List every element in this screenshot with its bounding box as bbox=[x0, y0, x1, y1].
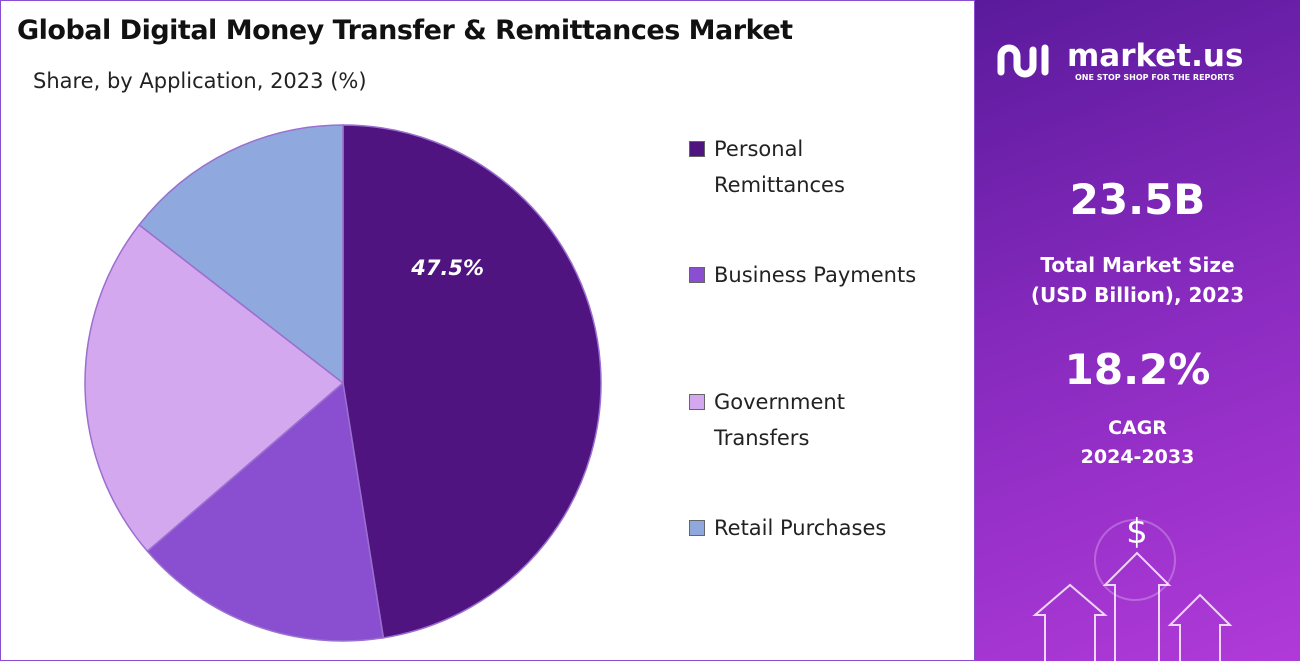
legend-swatch bbox=[689, 394, 705, 410]
cagr-period: 2024-2033 bbox=[1080, 446, 1195, 468]
legend-item: Personal Remittances bbox=[689, 131, 874, 203]
legend-label: Retail Purchases bbox=[714, 516, 887, 540]
legend-label: Business Payments bbox=[714, 263, 917, 287]
chart-subtitle: Share, by Application, 2023 (%) bbox=[33, 69, 367, 93]
arrows-decoration bbox=[1032, 519, 1233, 661]
chart-title: Global Digital Money Transfer & Remittan… bbox=[17, 15, 793, 46]
chart-area: Global Digital Money Transfer & Remittan… bbox=[0, 0, 975, 661]
pie-slice bbox=[138, 124, 344, 385]
market-size: 23.5B bbox=[1069, 175, 1206, 224]
info-panel: $ market.us ONE STOP SHOP FOR THE REPORT… bbox=[975, 0, 1300, 661]
legend-item: Government Transfers bbox=[689, 384, 874, 456]
pie-slice bbox=[84, 223, 345, 553]
cagr-label: CAGR bbox=[1108, 417, 1167, 439]
data-label: 47.5% bbox=[410, 256, 484, 280]
panel-graphics: $ bbox=[997, 44, 1233, 661]
legend-item: Business Payments bbox=[689, 257, 974, 293]
legend-item: Retail Purchases bbox=[689, 510, 974, 546]
dollar-icon: $ bbox=[1126, 512, 1148, 552]
legend-label: Government Transfers bbox=[714, 390, 845, 450]
logo-icon bbox=[997, 44, 1049, 78]
pie-slice bbox=[342, 124, 602, 639]
legend-swatch bbox=[689, 520, 705, 536]
legend-swatch bbox=[689, 267, 705, 283]
tagline: ONE STOP SHOP FOR THE REPORTS bbox=[1075, 73, 1235, 82]
pie-chart: 47.5% bbox=[84, 124, 602, 642]
market-size-label: Total Market Size (USD Billion), 2023 bbox=[1030, 253, 1245, 307]
cagr: 18.2% bbox=[1064, 345, 1211, 394]
legend-swatch bbox=[689, 141, 705, 157]
brand: market.us bbox=[1067, 38, 1244, 74]
legend-label: Personal Remittances bbox=[714, 137, 845, 197]
pie-slice bbox=[146, 381, 385, 642]
